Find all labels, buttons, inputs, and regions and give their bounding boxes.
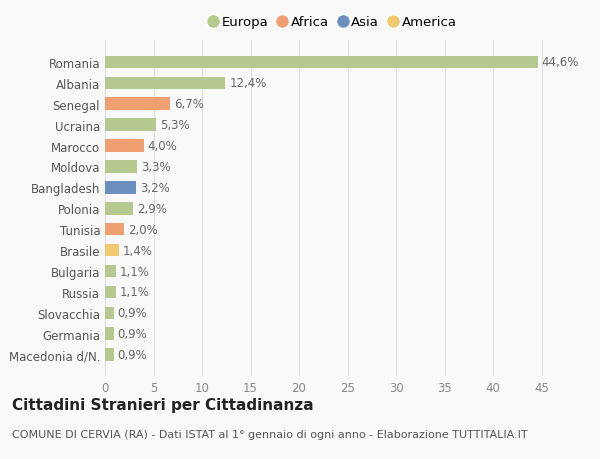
Legend: Europa, Africa, Asia, America: Europa, Africa, Asia, America: [207, 13, 459, 31]
Bar: [105, 98, 170, 111]
Bar: [105, 202, 133, 215]
Text: 3,3%: 3,3%: [141, 161, 170, 174]
Bar: [105, 182, 136, 194]
Text: 6,7%: 6,7%: [174, 98, 204, 111]
Text: 2,0%: 2,0%: [128, 223, 158, 236]
Text: 0,9%: 0,9%: [118, 328, 148, 341]
Bar: [105, 286, 116, 298]
Bar: [105, 78, 226, 90]
Bar: [105, 265, 116, 278]
Text: 44,6%: 44,6%: [542, 56, 579, 69]
Bar: [105, 161, 137, 174]
Text: Cittadini Stranieri per Cittadinanza: Cittadini Stranieri per Cittadinanza: [12, 397, 314, 412]
Text: 5,3%: 5,3%: [160, 119, 190, 132]
Text: 0,9%: 0,9%: [118, 348, 148, 361]
Text: 2,9%: 2,9%: [137, 202, 167, 215]
Bar: [105, 224, 124, 236]
Bar: [105, 349, 114, 361]
Text: 1,1%: 1,1%: [119, 265, 149, 278]
Bar: [105, 244, 119, 257]
Text: 1,4%: 1,4%: [122, 244, 152, 257]
Text: 12,4%: 12,4%: [229, 77, 266, 90]
Bar: [105, 328, 114, 340]
Bar: [105, 307, 114, 319]
Text: 1,1%: 1,1%: [119, 286, 149, 299]
Text: 0,9%: 0,9%: [118, 307, 148, 319]
Text: 4,0%: 4,0%: [148, 140, 178, 153]
Text: 3,2%: 3,2%: [140, 181, 170, 195]
Bar: [105, 140, 144, 152]
Text: COMUNE DI CERVIA (RA) - Dati ISTAT al 1° gennaio di ogni anno - Elaborazione TUT: COMUNE DI CERVIA (RA) - Dati ISTAT al 1°…: [12, 429, 527, 439]
Bar: [105, 119, 157, 132]
Bar: [105, 56, 538, 69]
